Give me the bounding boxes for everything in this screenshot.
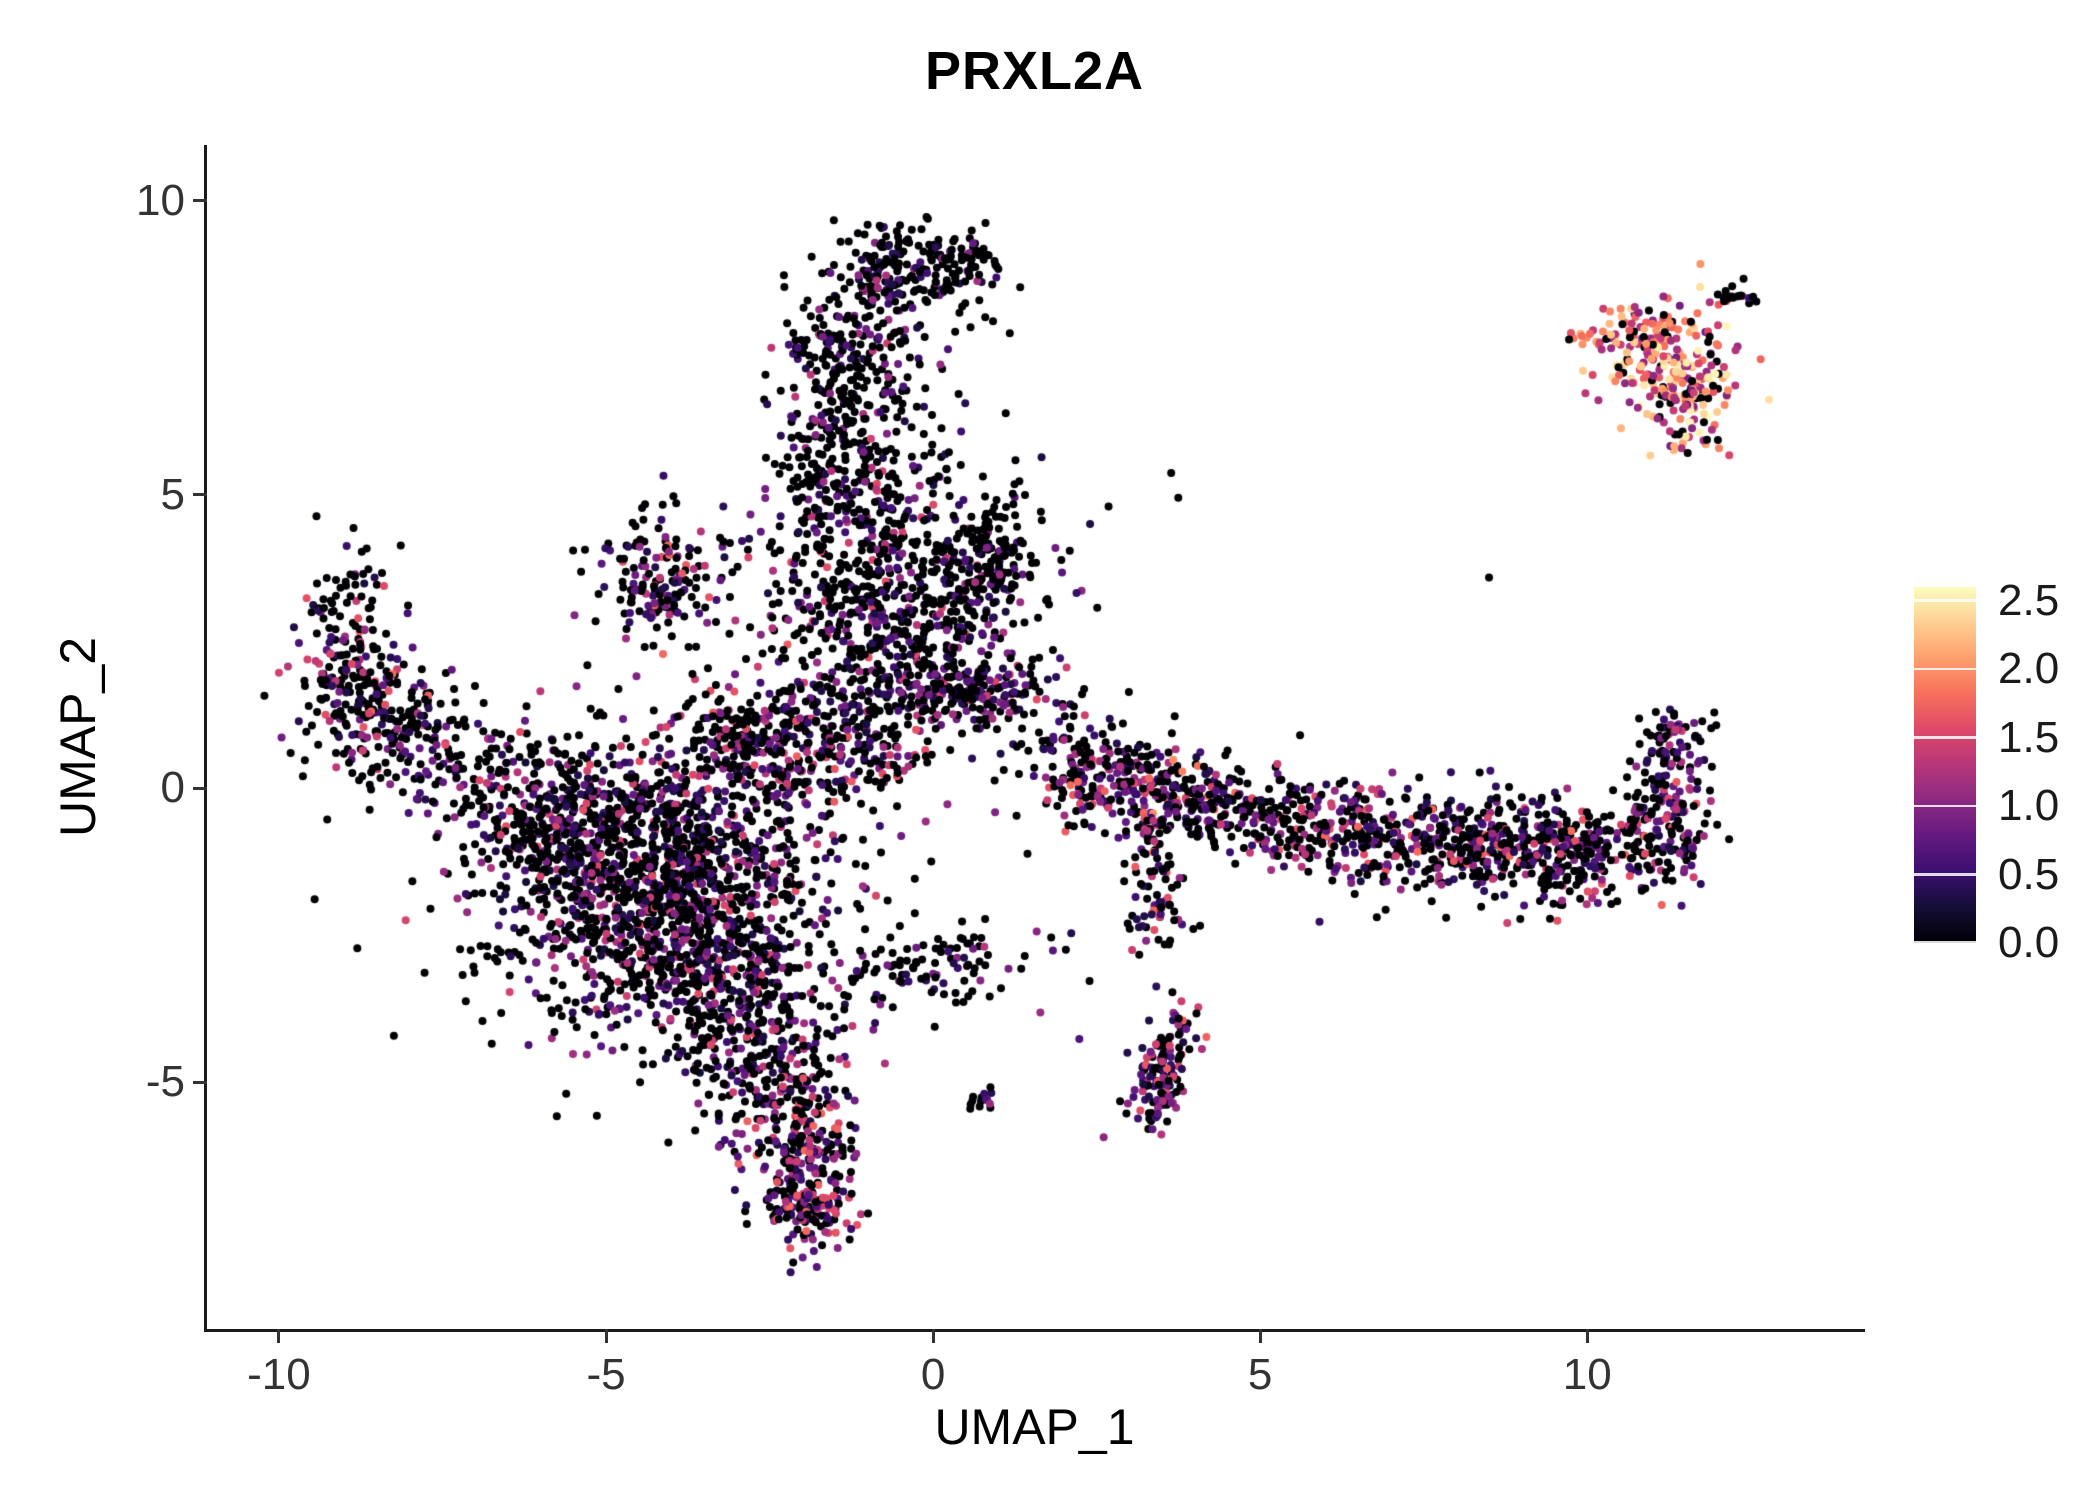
plot-title: PRXL2A — [924, 41, 1145, 101]
colorbar-tick-mark — [1914, 940, 1976, 943]
y-tick-label: 0 — [160, 763, 185, 813]
y-tick-mark — [193, 493, 207, 497]
colorbar-legend — [1914, 587, 1976, 943]
colorbar-tick-label: 2.5 — [1998, 575, 2060, 625]
x-tick-label: 0 — [920, 1350, 946, 1399]
colorbar-tick-mark — [1914, 804, 1976, 808]
colorbar-tick-mark — [1914, 667, 1976, 671]
colorbar-tick-mark — [1914, 599, 1976, 602]
colorbar-tick-label: 0.0 — [1998, 918, 2060, 967]
x-tick-mark — [1585, 1329, 1589, 1343]
colorbar-tick-label: 2.0 — [1998, 644, 2060, 694]
colorbar-tick-label: 0.5 — [1998, 849, 2060, 899]
x-tick-mark — [1258, 1329, 1262, 1343]
y-tick-label: -5 — [145, 1057, 185, 1107]
x-tick-label: 10 — [1562, 1350, 1612, 1399]
colorbar-tick-mark — [1914, 873, 1976, 876]
x-tick-mark — [277, 1329, 281, 1343]
x-tick-label: 5 — [1247, 1350, 1273, 1399]
scatter-canvas — [207, 145, 1862, 1329]
y-axis-title: UMAP_2 — [50, 636, 106, 838]
x-tick-mark — [931, 1329, 935, 1343]
colorbar-tick-label: 1.0 — [1998, 781, 2060, 831]
x-tick-mark — [604, 1329, 608, 1343]
colorbar-tick-label: 1.5 — [1998, 712, 2060, 762]
y-tick-label: 10 — [136, 175, 185, 225]
x-axis-line — [204, 1329, 1865, 1332]
y-tick-mark — [193, 199, 207, 203]
x-tick-label: -5 — [586, 1350, 626, 1399]
colorbar-gradient — [1914, 587, 1976, 943]
colorbar-tick-mark — [1914, 736, 1976, 739]
y-tick-label: 5 — [160, 469, 185, 519]
y-axis-line — [204, 145, 207, 1332]
x-tick-label: -10 — [247, 1350, 311, 1399]
y-tick-mark — [193, 786, 207, 790]
plot-panel — [207, 145, 1862, 1329]
x-axis-title: UMAP_1 — [934, 1399, 1135, 1455]
y-tick-mark — [193, 1080, 207, 1084]
